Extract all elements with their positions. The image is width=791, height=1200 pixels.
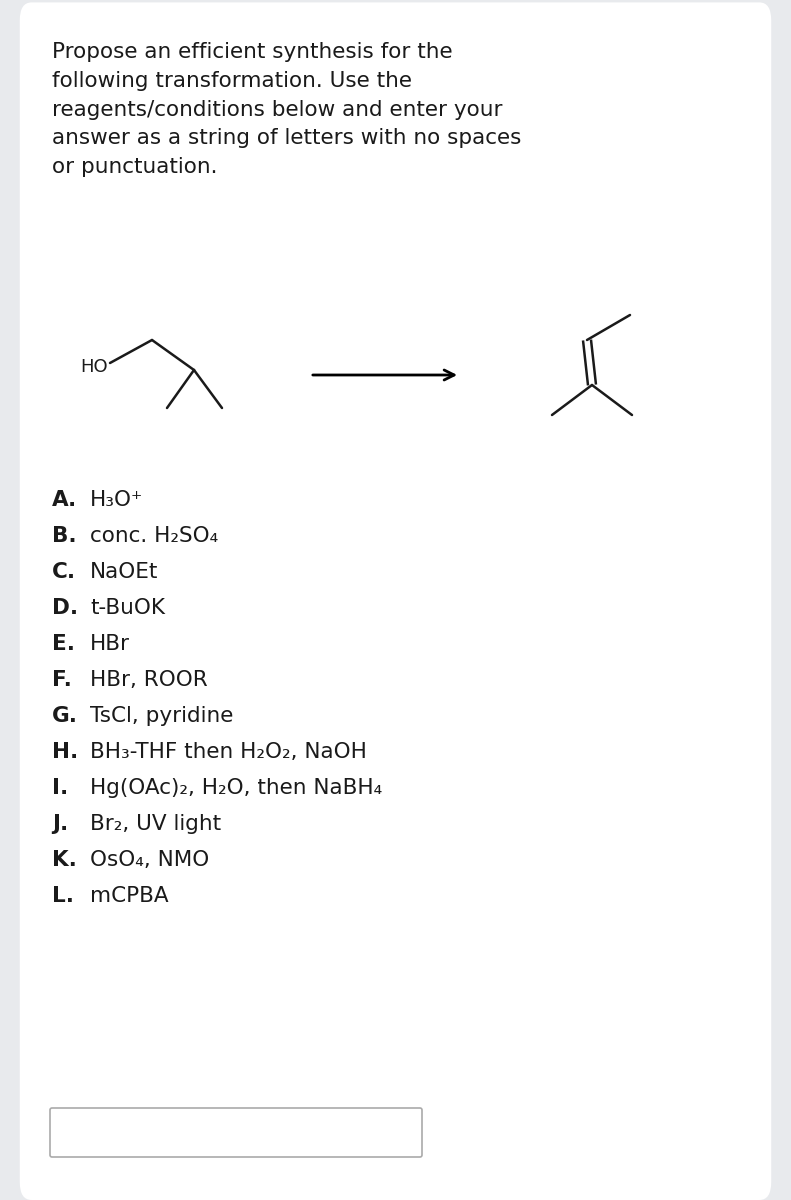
Text: C.: C.: [52, 562, 76, 582]
Text: E.: E.: [52, 634, 75, 654]
Text: K.: K.: [52, 850, 77, 870]
Text: OsO₄, NMO: OsO₄, NMO: [90, 850, 210, 870]
Text: TsCl, pyridine: TsCl, pyridine: [90, 706, 233, 726]
Text: t-BuOK: t-BuOK: [90, 598, 165, 618]
Text: B.: B.: [52, 526, 77, 546]
Text: G.: G.: [52, 706, 78, 726]
Text: H₃O⁺: H₃O⁺: [90, 490, 143, 510]
Text: BH₃-THF then H₂O₂, NaOH: BH₃-THF then H₂O₂, NaOH: [90, 742, 367, 762]
Text: F.: F.: [52, 670, 72, 690]
Text: conc. H₂SO₄: conc. H₂SO₄: [90, 526, 218, 546]
Text: NaOEt: NaOEt: [90, 562, 158, 582]
Text: HBr: HBr: [90, 634, 130, 654]
Text: J.: J.: [52, 814, 68, 834]
Text: HBr, ROOR: HBr, ROOR: [90, 670, 208, 690]
Text: HO: HO: [80, 358, 108, 376]
FancyBboxPatch shape: [50, 1108, 422, 1157]
Text: I.: I.: [52, 778, 68, 798]
Text: A.: A.: [52, 490, 78, 510]
Text: Hg(OAc)₂, H₂O, then NaBH₄: Hg(OAc)₂, H₂O, then NaBH₄: [90, 778, 382, 798]
Text: mCPBA: mCPBA: [90, 886, 168, 906]
Text: H.: H.: [52, 742, 78, 762]
Text: D.: D.: [52, 598, 78, 618]
Text: Propose an efficient synthesis for the
following transformation. Use the
reagent: Propose an efficient synthesis for the f…: [52, 42, 521, 178]
Text: L.: L.: [52, 886, 74, 906]
Text: Br₂, UV light: Br₂, UV light: [90, 814, 221, 834]
